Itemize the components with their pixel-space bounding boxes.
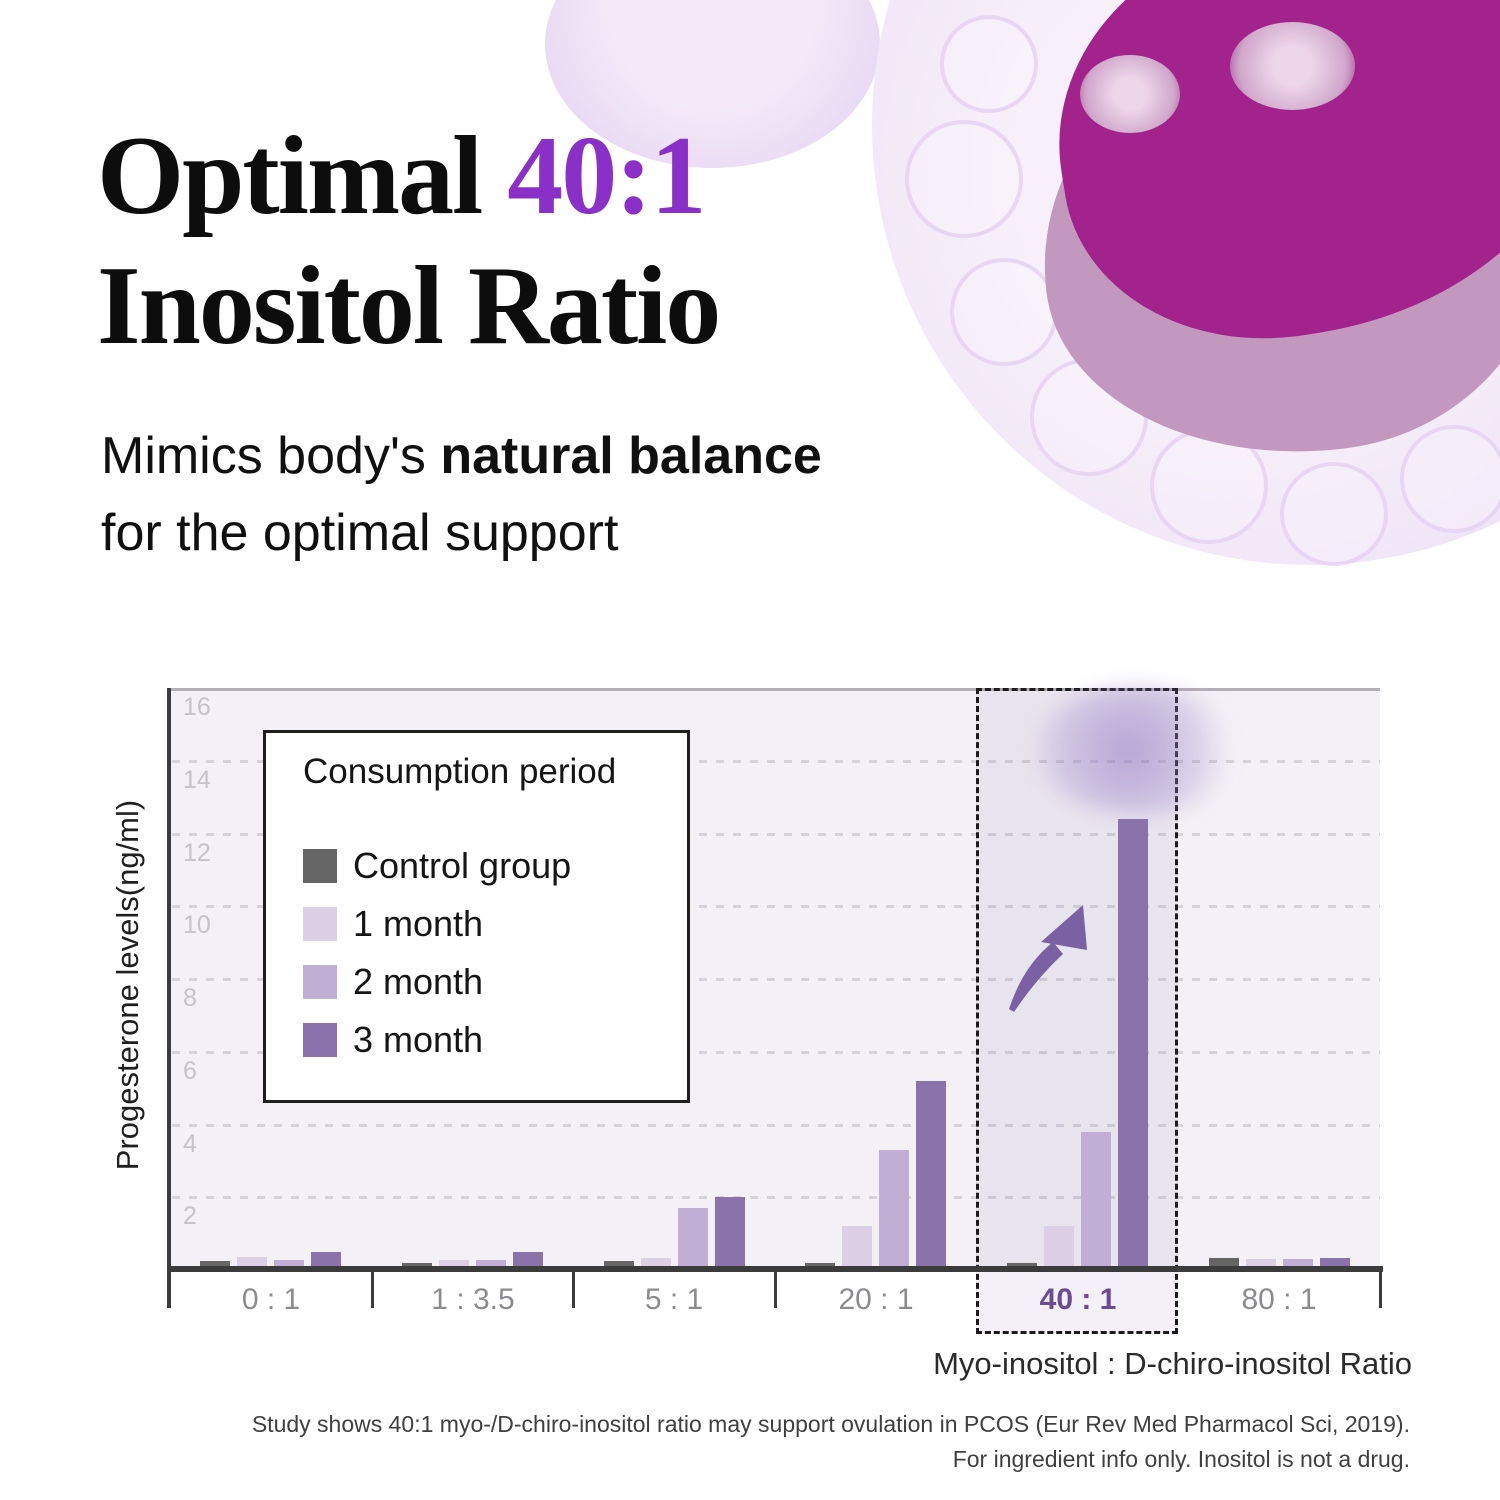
cell-nucleus-spot (1230, 22, 1355, 110)
y-axis-title: Progesterone levels(ng/ml) (110, 799, 145, 1171)
x-axis-tick (774, 1270, 777, 1308)
x-axis-tick (371, 1270, 374, 1308)
cell-texture-ring (1400, 425, 1500, 533)
highlight-glow-blob (1036, 686, 1241, 814)
gridline (172, 1124, 1380, 1127)
cell-texture-ring (950, 258, 1058, 366)
bar-40:1-3-month (1118, 819, 1148, 1270)
x-category-label: 40 : 1 (1039, 1283, 1117, 1316)
x-category-label: 80 : 1 (1241, 1283, 1317, 1316)
x-axis-tick (572, 1270, 575, 1308)
title-accent-ratio: 40:1 (507, 114, 706, 238)
legend-item: 1 month (303, 903, 483, 945)
y-tick-label: 2 (183, 1202, 197, 1230)
x-category-label: 1 : 3.5 (431, 1283, 515, 1316)
y-tick-label: 10 (183, 911, 211, 939)
subtitle-line2: for the optimal support (101, 504, 619, 562)
x-category-label: 20 : 1 (838, 1283, 914, 1316)
bar-1:3.5-1-month (439, 1260, 469, 1270)
x-axis-caption: Myo-inositol : D-chiro-inositol Ratio (933, 1346, 1412, 1381)
bar-1:3.5-2-month (476, 1260, 506, 1270)
legend-swatch-icon (303, 849, 337, 883)
subtitle-bold: natural balance (440, 427, 822, 485)
legend: Consumption period Control group 1 month 2… (263, 730, 690, 1103)
cell-texture-ring (1280, 462, 1388, 566)
bar-40:1-1-month (1044, 1226, 1074, 1270)
bar-80:1-1-month (1246, 1259, 1276, 1270)
bar-5:1-3-month (715, 1197, 745, 1270)
bar-5:1-control-group (604, 1261, 634, 1270)
gridline (172, 905, 1380, 908)
y-tick-label: 8 (183, 984, 197, 1012)
bar-40:1-2-month (1081, 1132, 1111, 1270)
bar-0:1-2-month (274, 1260, 304, 1270)
bar-20:1-3-month (916, 1081, 946, 1270)
legend-item-label: 2 month (353, 961, 484, 1002)
bar-1:3.5-3-month (513, 1252, 543, 1270)
legend-item: 3 month (303, 1019, 483, 1061)
y-axis-line (167, 688, 171, 1308)
legend-item-label: 1 month (353, 903, 484, 944)
x-axis-tick (1379, 1270, 1382, 1308)
bar-20:1-1-month (842, 1226, 872, 1270)
y-tick-label: 6 (183, 1057, 197, 1085)
title-black-text: Optimal (97, 114, 508, 238)
legend-item: Control group (303, 845, 571, 887)
bar-20:1-2-month (879, 1150, 909, 1270)
legend-item: 2 month (303, 961, 483, 1003)
title-line2: Inositol Ratio (97, 244, 721, 368)
legend-swatch-icon (303, 907, 337, 941)
gridline (172, 978, 1380, 981)
bar-80:1-2-month (1283, 1259, 1313, 1270)
cell-texture-ring (905, 120, 1023, 238)
bar-0:1-control-group (200, 1261, 230, 1270)
subtitle-normal: Mimics body's (101, 427, 441, 485)
legend-swatch-icon (303, 965, 337, 999)
y-tick-label: 14 (183, 766, 211, 794)
cell-texture-ring (940, 15, 1038, 113)
page-title: Optimal 40:1 Inositol Ratio (97, 111, 721, 371)
legend-swatch-icon (303, 1023, 337, 1057)
bar-5:1-2-month (678, 1208, 708, 1270)
x-axis-line (167, 1266, 1383, 1272)
footnote-disclaimer: For ingredient info only. Inositol is no… (952, 1446, 1410, 1472)
y-tick-label: 16 (183, 693, 211, 721)
gridline (172, 1051, 1380, 1054)
bar-0:1-3-month (311, 1252, 341, 1270)
gridline (172, 1196, 1380, 1199)
footnote-study: Study shows 40:1 myo-/D-chiro-inositol r… (251, 1411, 1410, 1437)
y-tick-label: 4 (183, 1130, 197, 1158)
x-category-label: 0 : 1 (241, 1283, 301, 1316)
legend-item-label: Control group (353, 845, 572, 886)
gridline (172, 760, 1380, 763)
trend-up-arrow-icon (1009, 905, 1087, 1012)
legend-title: Consumption period (303, 752, 617, 791)
x-category-label: 5 : 1 (644, 1283, 704, 1316)
gridline (172, 833, 1380, 836)
y-tick-label: 12 (183, 839, 211, 867)
page-subtitle: Mimics body's natural balance for the op… (101, 418, 822, 572)
cell-nucleus-spot (1080, 55, 1180, 133)
legend-item-label: 3 month (353, 1019, 484, 1060)
